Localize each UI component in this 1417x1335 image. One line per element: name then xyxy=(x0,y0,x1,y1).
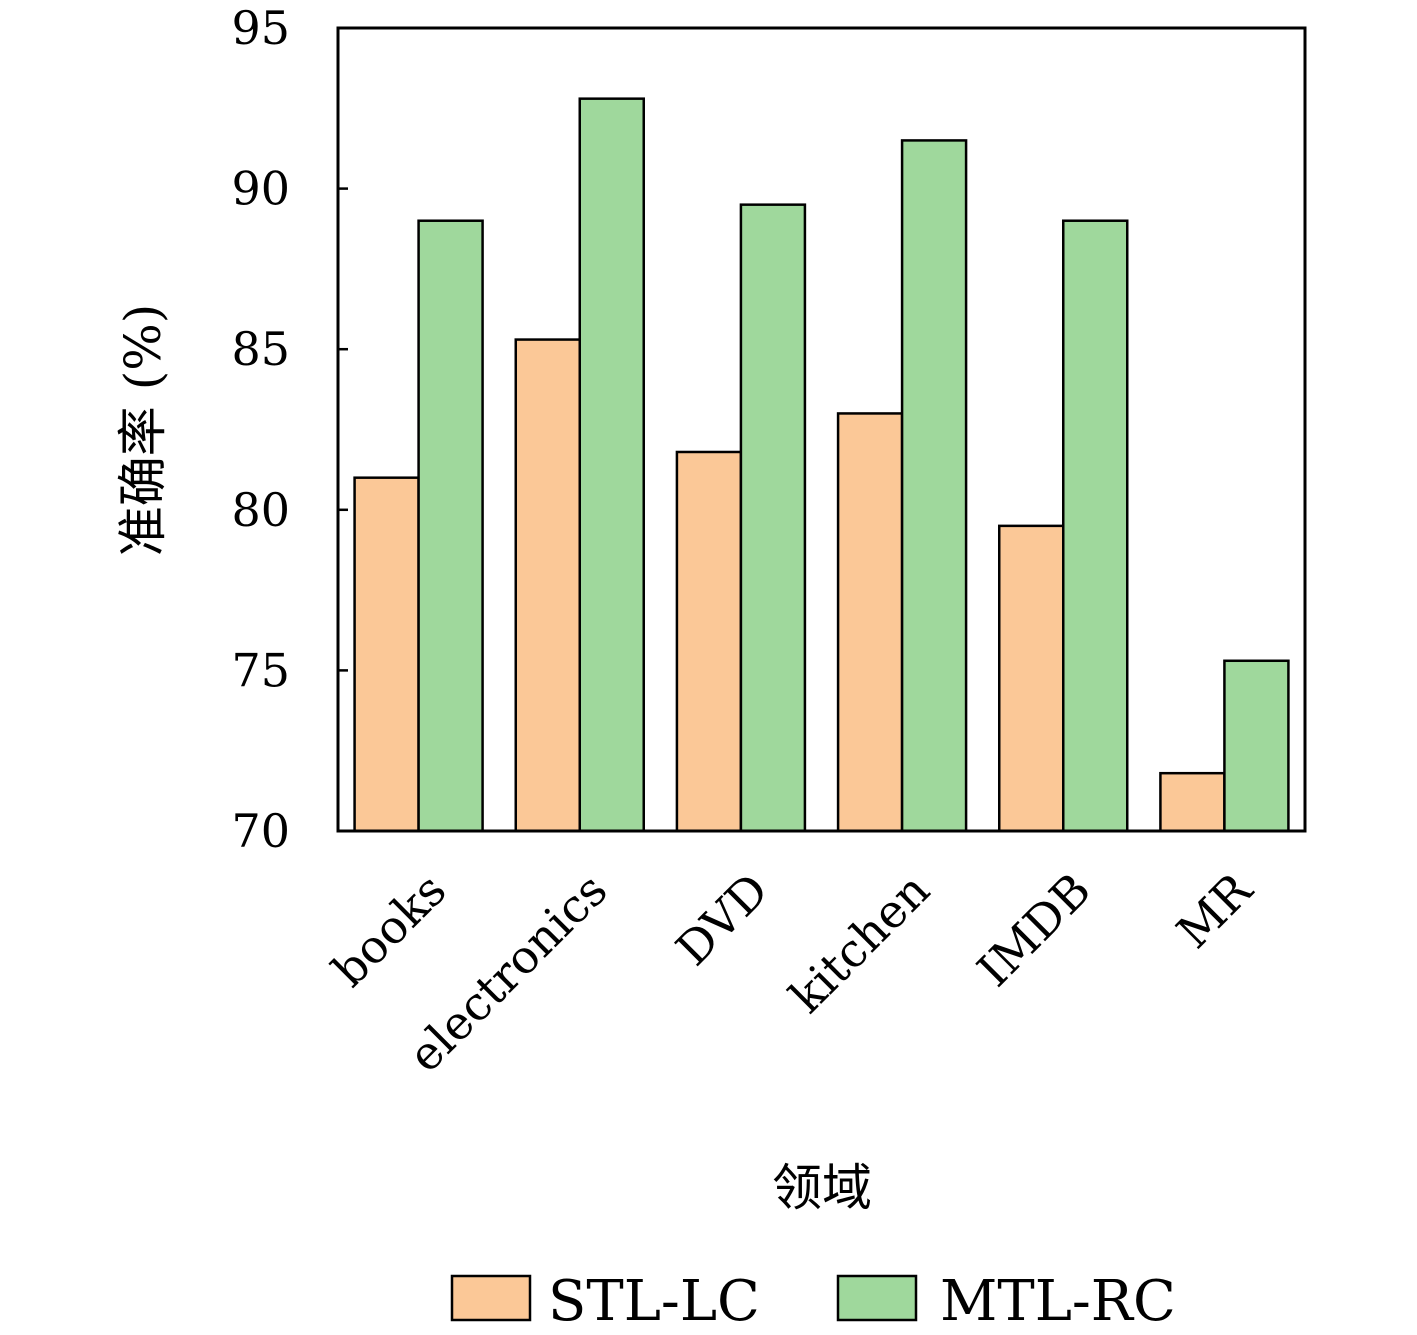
legend-label-stl-lc: STL-LC xyxy=(548,1269,760,1334)
y-tick-label: 75 xyxy=(231,643,290,697)
x-tick-label-mr: MR xyxy=(1166,862,1263,959)
bars-layer xyxy=(353,97,1290,833)
bar-stl-lc-imdb xyxy=(998,524,1065,833)
x-tick-label-kitchen: kitchen xyxy=(779,863,940,1024)
bar-mtl-rc-imdb xyxy=(1062,219,1129,833)
x-axis-label: 领域 xyxy=(772,1159,872,1217)
y-tick-label: 95 xyxy=(231,1,290,55)
legend-swatch-stl-lc xyxy=(450,1274,532,1322)
bar-mtl-rc-electronics xyxy=(578,97,645,833)
x-tick-label-dvd: DVD xyxy=(665,863,778,976)
bar-stl-lc-mr xyxy=(1159,771,1226,833)
y-tick-label: 85 xyxy=(231,322,290,376)
bar-mtl-rc-kitchen xyxy=(900,139,968,833)
legend-swatch-mtl-rc xyxy=(836,1274,918,1322)
bar-stl-lc-electronics xyxy=(514,338,581,833)
y-tick-label: 90 xyxy=(231,162,290,216)
bar-stl-lc-dvd xyxy=(675,450,743,833)
x-tick-label-books: books xyxy=(322,863,457,998)
bar-mtl-rc-dvd xyxy=(739,203,807,833)
plot-frame xyxy=(336,26,1307,833)
bar-stl-lc-books xyxy=(353,476,420,833)
bar-mtl-rc-mr xyxy=(1223,659,1290,833)
y-tick-label: 80 xyxy=(231,483,290,537)
legend: STL-LC MTL-RC xyxy=(450,1269,1176,1334)
y-tick-label: 70 xyxy=(231,804,290,858)
bar-mtl-rc-books xyxy=(417,219,484,833)
legend-label-mtl-rc: MTL-RC xyxy=(940,1269,1176,1334)
y-axis-label: 准确率 (%) xyxy=(114,304,172,556)
bar-stl-lc-kitchen xyxy=(836,412,904,833)
y-axis-ticks: 70 75 80 85 90 95 xyxy=(231,1,348,858)
x-tick-label-imdb: IMDB xyxy=(967,863,1101,997)
